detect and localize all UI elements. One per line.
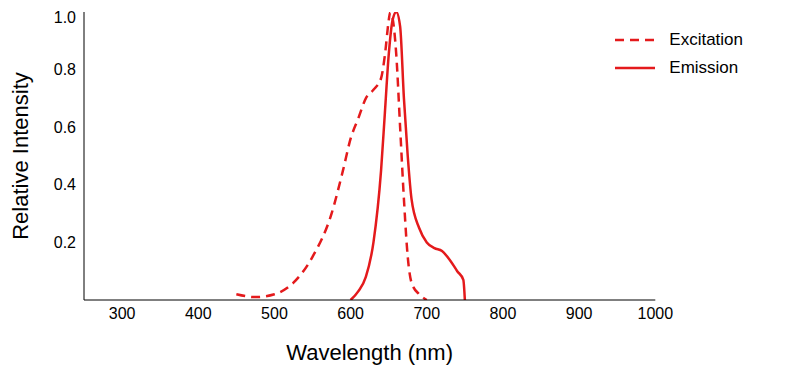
svg-text:300: 300 — [109, 305, 136, 322]
svg-text:0.6: 0.6 — [54, 119, 76, 136]
svg-text:400: 400 — [185, 305, 212, 322]
svg-text:600: 600 — [337, 305, 364, 322]
svg-text:0.4: 0.4 — [54, 176, 76, 193]
svg-text:800: 800 — [490, 305, 517, 322]
html-text:Emission: Emission — [669, 58, 739, 77]
svg-text:0.8: 0.8 — [54, 61, 76, 78]
svg-text:500: 500 — [261, 305, 288, 322]
svg-text:Wavelength (nm): Wavelength (nm) — [286, 340, 453, 365]
svg-text:Relative Intensity: Relative Intensity — [8, 72, 33, 240]
html-text:Excitation: Excitation — [669, 30, 743, 49]
svg-text:0.2: 0.2 — [54, 234, 76, 251]
svg-text:700: 700 — [413, 305, 440, 322]
svg-text:1.0: 1.0 — [54, 9, 76, 26]
svg-text:1000: 1000 — [638, 305, 674, 322]
svg-text:900: 900 — [566, 305, 593, 322]
